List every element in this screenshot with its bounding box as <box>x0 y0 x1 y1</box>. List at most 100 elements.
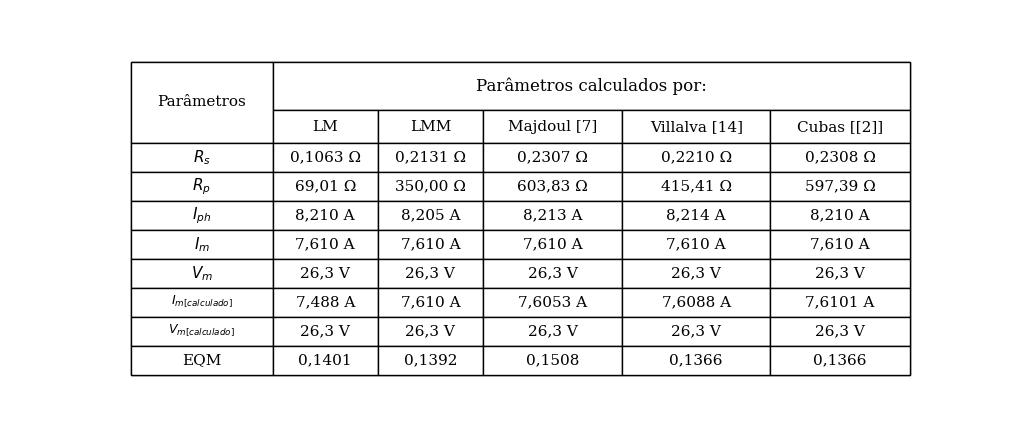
Text: Parâmetros calculados por:: Parâmetros calculados por: <box>476 77 706 95</box>
Bar <box>770 201 909 230</box>
Text: $I_{ph}$: $I_{ph}$ <box>192 205 211 226</box>
Bar <box>273 172 378 201</box>
Bar <box>273 201 378 230</box>
Text: 0,2131 Ω: 0,2131 Ω <box>395 151 466 165</box>
Bar <box>378 143 483 172</box>
Bar <box>131 346 273 375</box>
Bar <box>622 143 770 172</box>
Bar <box>273 288 378 317</box>
Text: 7,610 A: 7,610 A <box>401 295 460 309</box>
Bar <box>483 230 622 259</box>
Text: 0,1366: 0,1366 <box>813 353 867 367</box>
Bar <box>770 288 909 317</box>
Text: 0,1401: 0,1401 <box>298 353 352 367</box>
Text: 7,610 A: 7,610 A <box>667 237 726 251</box>
Text: 597,39 Ω: 597,39 Ω <box>805 180 875 194</box>
Bar <box>483 201 622 230</box>
Bar <box>131 259 273 288</box>
Bar <box>770 143 909 172</box>
Bar <box>378 346 483 375</box>
Text: $V_{m[calculado]}$: $V_{m[calculado]}$ <box>168 323 235 339</box>
Bar <box>622 288 770 317</box>
Text: 7,610 A: 7,610 A <box>523 237 583 251</box>
Text: LMM: LMM <box>410 120 451 133</box>
Text: 8,205 A: 8,205 A <box>401 208 460 222</box>
Bar <box>131 201 273 230</box>
Bar <box>273 110 378 143</box>
Text: 8,210 A: 8,210 A <box>810 208 870 222</box>
Bar <box>378 172 483 201</box>
Text: EQM: EQM <box>182 353 221 367</box>
Bar <box>770 172 909 201</box>
Text: $V_m$: $V_m$ <box>191 264 213 283</box>
Text: 7,6101 A: 7,6101 A <box>805 295 875 309</box>
Bar <box>483 172 622 201</box>
Bar <box>273 62 909 110</box>
Bar <box>273 346 378 375</box>
Bar <box>378 288 483 317</box>
Text: LM: LM <box>313 120 338 133</box>
Bar <box>622 201 770 230</box>
Text: 7,610 A: 7,610 A <box>295 237 355 251</box>
Bar <box>131 172 273 201</box>
Text: 26,3 V: 26,3 V <box>405 266 456 280</box>
Text: 7,6088 A: 7,6088 A <box>662 295 731 309</box>
Bar <box>131 230 273 259</box>
Text: 415,41 Ω: 415,41 Ω <box>661 180 732 194</box>
Text: 8,213 A: 8,213 A <box>523 208 583 222</box>
Text: 8,214 A: 8,214 A <box>667 208 726 222</box>
Text: 0,1063 Ω: 0,1063 Ω <box>289 151 360 165</box>
Bar <box>770 259 909 288</box>
Text: 26,3 V: 26,3 V <box>405 324 456 338</box>
Text: Villalva [14]: Villalva [14] <box>650 120 743 133</box>
Text: 0,2210 Ω: 0,2210 Ω <box>661 151 732 165</box>
Text: 0,1392: 0,1392 <box>404 353 457 367</box>
Text: 0,2307 Ω: 0,2307 Ω <box>517 151 588 165</box>
Bar <box>131 288 273 317</box>
Text: 0,2308 Ω: 0,2308 Ω <box>805 151 875 165</box>
Text: 26,3 V: 26,3 V <box>671 266 722 280</box>
Bar <box>622 317 770 346</box>
Text: 0,1508: 0,1508 <box>526 353 580 367</box>
Text: 69,01 Ω: 69,01 Ω <box>294 180 356 194</box>
Bar <box>273 259 378 288</box>
Text: 26,3 V: 26,3 V <box>815 324 865 338</box>
Text: Parâmetros: Parâmetros <box>157 95 247 109</box>
Bar <box>483 317 622 346</box>
Bar <box>131 317 273 346</box>
Text: 0,1366: 0,1366 <box>670 353 723 367</box>
Text: 603,83 Ω: 603,83 Ω <box>518 180 588 194</box>
Bar <box>483 110 622 143</box>
Text: 350,00 Ω: 350,00 Ω <box>395 180 466 194</box>
Text: 7,610 A: 7,610 A <box>810 237 870 251</box>
Bar <box>770 317 909 346</box>
Text: 26,3 V: 26,3 V <box>815 266 865 280</box>
Bar <box>483 288 622 317</box>
Bar <box>770 110 909 143</box>
Bar <box>770 346 909 375</box>
Text: 8,210 A: 8,210 A <box>295 208 355 222</box>
Bar <box>378 201 483 230</box>
Text: 26,3 V: 26,3 V <box>300 324 350 338</box>
Bar <box>273 317 378 346</box>
Bar <box>378 230 483 259</box>
Bar <box>378 110 483 143</box>
Text: $I_m$: $I_m$ <box>194 235 210 254</box>
Text: 26,3 V: 26,3 V <box>300 266 350 280</box>
Bar <box>770 230 909 259</box>
Bar <box>378 259 483 288</box>
Bar <box>622 230 770 259</box>
Bar <box>273 143 378 172</box>
Bar <box>131 62 273 143</box>
Bar <box>622 259 770 288</box>
Bar <box>131 143 273 172</box>
Text: $I_{m[calculado]}$: $I_{m[calculado]}$ <box>171 294 232 310</box>
Text: $R_p$: $R_p$ <box>193 176 211 197</box>
Text: Majdoul [7]: Majdoul [7] <box>508 120 597 133</box>
Bar <box>622 172 770 201</box>
Bar <box>273 230 378 259</box>
Text: 26,3 V: 26,3 V <box>528 266 578 280</box>
Bar <box>378 317 483 346</box>
Text: $R_s$: $R_s$ <box>193 148 211 167</box>
Bar <box>483 143 622 172</box>
